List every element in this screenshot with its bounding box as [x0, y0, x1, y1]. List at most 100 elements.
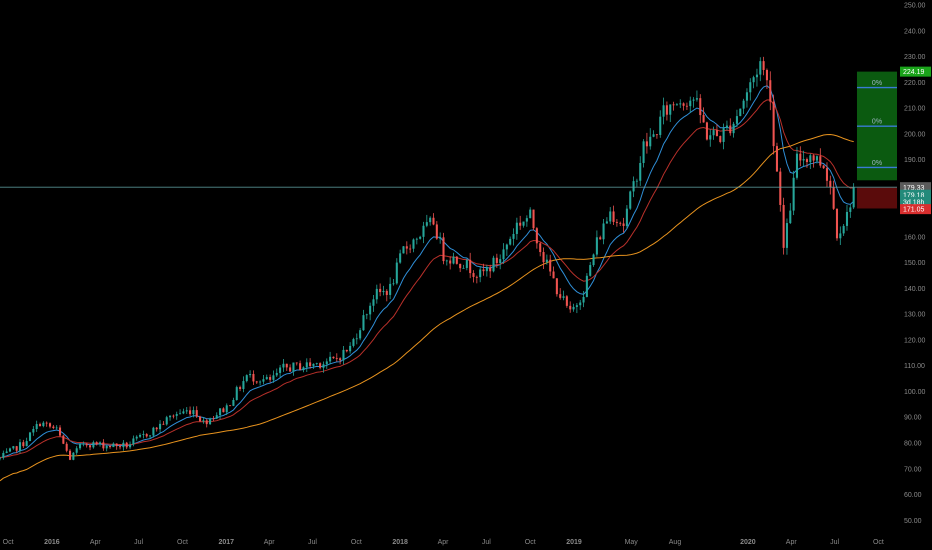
candle-down: [455, 256, 458, 264]
candle-down: [539, 243, 542, 253]
candle-down: [569, 305, 572, 310]
x-tick-label: Oct: [873, 539, 884, 546]
candle-down: [229, 405, 232, 407]
candle-down: [715, 130, 718, 137]
candle-up: [312, 363, 315, 366]
candle-down: [552, 271, 555, 279]
candle-up: [795, 153, 798, 178]
candle-down: [805, 159, 809, 163]
stop-zone: [856, 187, 897, 209]
y-tick-label: 100.00: [904, 389, 926, 396]
candle-down: [88, 445, 92, 448]
candle-up: [509, 238, 512, 245]
candle-up: [662, 105, 665, 117]
candle-down: [559, 294, 562, 298]
y-tick-label: 200.00: [904, 131, 926, 138]
candle-down: [535, 228, 538, 244]
candle-down: [599, 237, 602, 240]
candle-up: [42, 422, 45, 427]
candle-down: [205, 420, 208, 425]
candle-down: [155, 427, 158, 430]
candle-down: [345, 349, 348, 352]
y-tick-label: 140.00: [904, 286, 926, 293]
candle-down: [319, 363, 322, 368]
candle-up: [589, 265, 592, 276]
price-tag: [900, 189, 931, 200]
candle-down: [339, 358, 342, 361]
candle-up: [652, 134, 655, 137]
x-tick-label: Oct: [351, 539, 362, 546]
candle-down: [58, 427, 62, 436]
candle-up: [742, 100, 745, 109]
candle-up: [242, 381, 245, 389]
candle-up: [839, 233, 842, 239]
candle-up: [382, 290, 385, 293]
candle-up: [169, 415, 172, 418]
candle-down: [15, 446, 18, 451]
x-tick-label: Apr: [90, 539, 102, 546]
candle-down: [239, 387, 242, 389]
x-tick-label: Jul: [134, 539, 143, 546]
x-tick-label: Jul: [482, 539, 491, 546]
candle-up: [445, 260, 448, 262]
candle-up: [325, 361, 328, 365]
candle-up: [395, 262, 398, 284]
candle-up: [649, 136, 652, 147]
x-tick-label: Apr: [786, 539, 798, 546]
x-tick-label: Oct: [525, 539, 536, 546]
candle-up: [315, 363, 318, 364]
candle-down: [119, 446, 122, 448]
candle-up: [675, 104, 678, 106]
candle-down: [109, 445, 112, 448]
candle-down: [565, 296, 568, 306]
candle-down: [48, 423, 52, 427]
candle-up: [279, 367, 282, 373]
price-tag: [900, 204, 931, 215]
candle-down: [68, 450, 72, 460]
candle-up: [209, 418, 212, 425]
x-tick-label: Jul: [308, 539, 317, 546]
candle-up: [215, 415, 218, 419]
candle-up: [692, 99, 695, 101]
candle-up: [259, 381, 262, 383]
candle-down: [619, 222, 622, 224]
price-tag: [900, 196, 931, 207]
moving-averages: [0, 85, 855, 482]
candle-up: [422, 225, 425, 237]
candle-down: [189, 410, 192, 415]
candle-up: [12, 446, 15, 449]
candle-down: [655, 134, 658, 136]
x-tick-label: 2016: [44, 539, 60, 546]
candle-down: [162, 423, 165, 425]
y-tick-label: 230.00: [904, 54, 926, 61]
candle-up: [92, 442, 95, 448]
x-tick-label: May: [625, 539, 639, 546]
candle-down: [622, 223, 625, 227]
candle-up: [245, 375, 248, 382]
candle-down: [495, 257, 498, 264]
candle-up: [149, 435, 152, 437]
x-tick-label: 2020: [740, 539, 756, 546]
candle-up: [72, 452, 75, 460]
x-tick-label: 2017: [218, 539, 234, 546]
candle-up: [659, 116, 662, 135]
candle-down: [772, 101, 775, 147]
candle-up: [5, 451, 8, 453]
candle-up: [342, 349, 345, 361]
candle-down: [65, 443, 68, 451]
moving-average-line-2: [0, 99, 854, 459]
candle-down: [819, 156, 822, 166]
candle-down: [769, 80, 772, 102]
candle-up: [365, 314, 368, 316]
candle-up: [695, 98, 698, 100]
candle-up: [849, 207, 852, 212]
candle-up: [582, 296, 585, 303]
candle-down: [825, 168, 829, 181]
candle-down: [195, 410, 198, 417]
candle-up: [392, 283, 395, 285]
y-tick-label: 210.00: [904, 106, 926, 113]
candle-down: [799, 153, 802, 161]
candle-up: [502, 249, 505, 260]
